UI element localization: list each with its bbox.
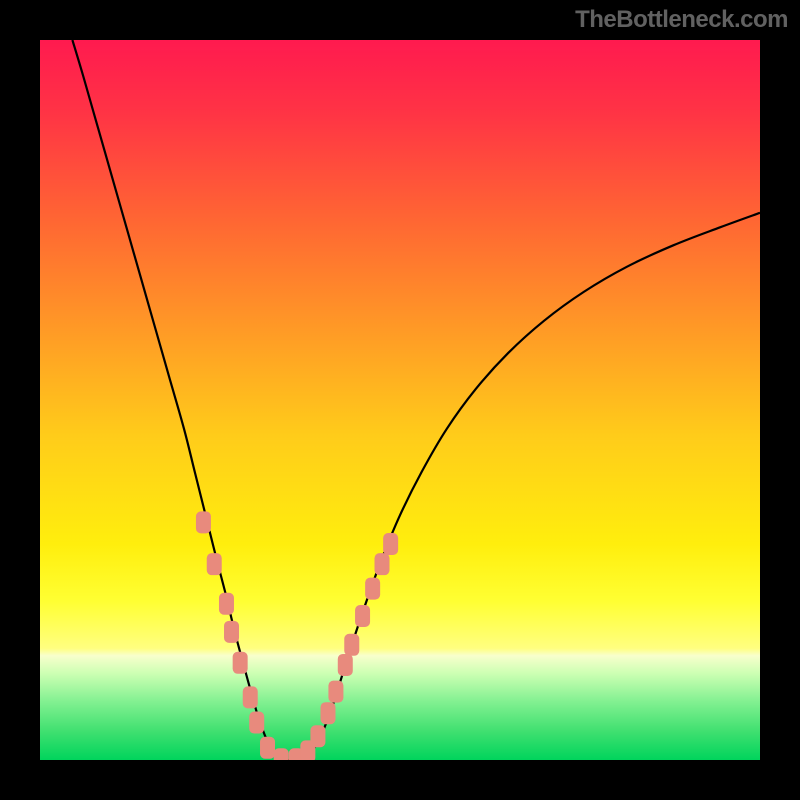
data-marker (383, 533, 398, 555)
data-marker (233, 652, 248, 674)
data-marker (338, 654, 353, 676)
data-marker (219, 593, 234, 615)
data-marker (274, 748, 289, 760)
data-marker (260, 737, 275, 759)
data-marker (196, 511, 211, 533)
bottleneck-chart (40, 40, 760, 760)
data-marker (328, 681, 343, 703)
chart-container: TheBottleneck.com (0, 0, 800, 800)
data-marker (344, 634, 359, 656)
data-marker (224, 621, 239, 643)
data-marker (243, 686, 258, 708)
data-marker (355, 605, 370, 627)
data-marker (321, 702, 336, 724)
data-marker (249, 712, 264, 734)
gradient-background (40, 40, 760, 760)
data-marker (207, 553, 222, 575)
data-marker (375, 553, 390, 575)
data-marker (365, 578, 380, 600)
data-marker (310, 725, 325, 747)
watermark-text: TheBottleneck.com (575, 6, 788, 34)
